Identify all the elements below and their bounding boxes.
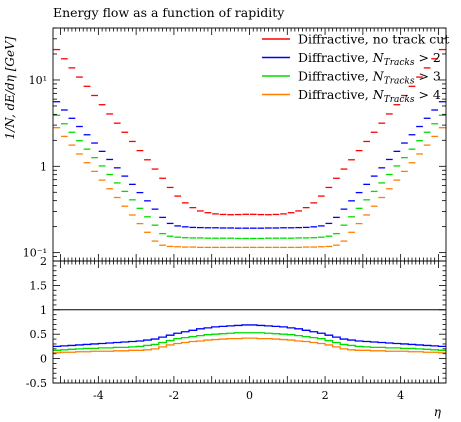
ratio-y-tick-label: 1 bbox=[40, 304, 47, 317]
y-axis-label: 1/N, dE/dη [GeV] bbox=[3, 36, 17, 139]
legend-label: Diffractive, NTracks > 4 bbox=[298, 87, 441, 105]
legend-label: Diffractive, NTracks > 3 bbox=[298, 69, 441, 87]
main-plot-panel: 10⁻¹ 1 10¹ bbox=[23, 27, 446, 262]
x-tick-label: 2 bbox=[322, 389, 329, 402]
ratio-y-axis: -0.5 0 0.5 1 1.5 2 bbox=[26, 255, 446, 390]
legend-label: Diffractive, NTracks > 2 bbox=[298, 50, 441, 68]
series-1 bbox=[53, 48, 446, 216]
ratio-series-3 bbox=[53, 337, 446, 354]
ratio-line bbox=[53, 332, 446, 351]
ratio-y-tick-label: 0 bbox=[40, 353, 47, 366]
ratio-series-2 bbox=[53, 332, 446, 351]
ratio-y-tick-label: -0.5 bbox=[26, 377, 47, 390]
legend-label: Diffractive, no track cut bbox=[298, 32, 449, 47]
series-4 bbox=[53, 127, 446, 249]
y-tick-label: 1 bbox=[40, 160, 47, 173]
x-tick-label: 0 bbox=[246, 389, 253, 402]
ratio-plot-panel: -4 -2 0 2 4 -0.5 0 0.5 1 1.5 2 bbox=[26, 28, 446, 402]
ratio-plot-frame bbox=[52, 260, 447, 384]
ratio-line bbox=[53, 337, 446, 354]
series-3 bbox=[53, 114, 446, 240]
ratio-y-tick-label: 0.5 bbox=[30, 328, 48, 341]
series-2 bbox=[53, 101, 446, 229]
ratio-y-tick-label: 1.5 bbox=[30, 279, 48, 292]
chart-title: Energy flow as a function of rapidity bbox=[53, 5, 285, 20]
y-tick-label: 10⁻¹ bbox=[23, 247, 47, 260]
x-tick-label: -2 bbox=[169, 389, 180, 402]
ratio-series-1 bbox=[53, 324, 446, 348]
legend: Diffractive, no track cut Diffractive, NT… bbox=[262, 32, 449, 105]
main-y-axis: 10⁻¹ 1 10¹ bbox=[23, 27, 446, 262]
x-axis-label: η bbox=[434, 405, 442, 419]
y-tick-label: 10¹ bbox=[29, 74, 47, 87]
x-axis: -4 -2 0 2 4 bbox=[60, 28, 439, 402]
ratio-line bbox=[53, 324, 446, 348]
x-tick-label: 4 bbox=[397, 389, 404, 402]
x-tick-label: -4 bbox=[93, 389, 104, 402]
ratio-y-tick-label: 2 bbox=[40, 255, 47, 268]
